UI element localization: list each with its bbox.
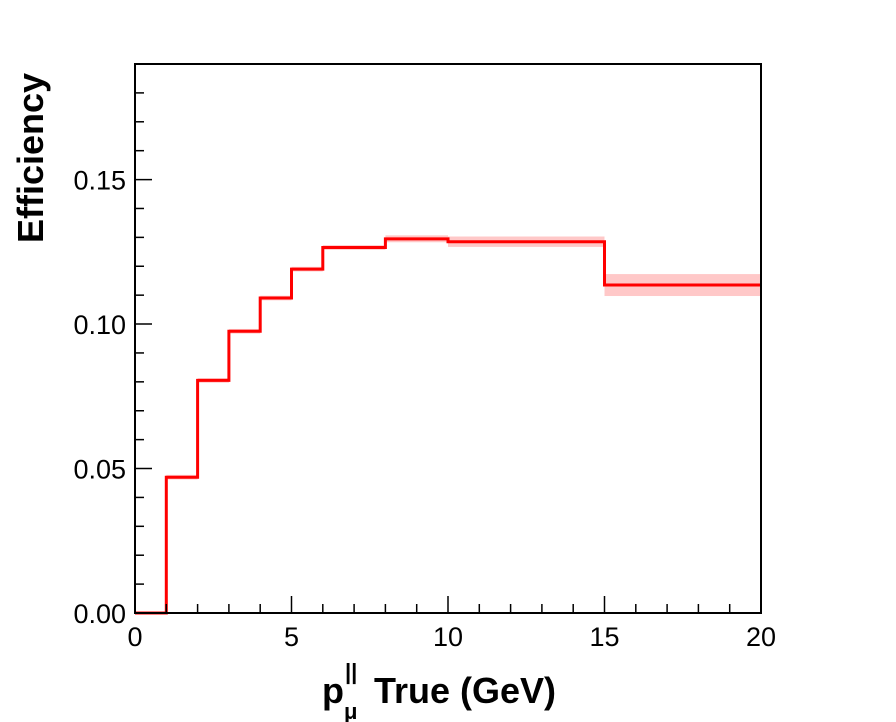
efficiency-step-line — [135, 237, 761, 615]
y-tick-label: 0.15 — [73, 166, 126, 196]
x-tick-label: 5 — [284, 622, 299, 652]
series-line-group — [135, 237, 761, 615]
x-axis-title-subscript: μ — [344, 699, 357, 722]
x-axis-title-text: True (GeV) — [374, 670, 556, 711]
x-axis-title-superscript: || — [345, 659, 357, 684]
y-tick-label: 0.00 — [73, 599, 126, 629]
x-tick-label: 10 — [433, 622, 463, 652]
x-tick-label: 0 — [127, 622, 142, 652]
axis-ticks — [134, 63, 762, 614]
x-tick-label: 20 — [746, 622, 776, 652]
axis-tick-labels: 0 5 10 15 20 0.00 0.05 0.10 0.15 — [73, 166, 776, 652]
y-axis-title: Efficiency — [10, 73, 51, 243]
x-axis-title-base: p — [322, 670, 344, 711]
y-tick-label: 0.10 — [73, 310, 126, 340]
x-axis-title: p μ || True (GeV) — [322, 659, 556, 722]
x-tick-label: 15 — [589, 622, 619, 652]
y-tick-label: 0.05 — [73, 455, 126, 485]
